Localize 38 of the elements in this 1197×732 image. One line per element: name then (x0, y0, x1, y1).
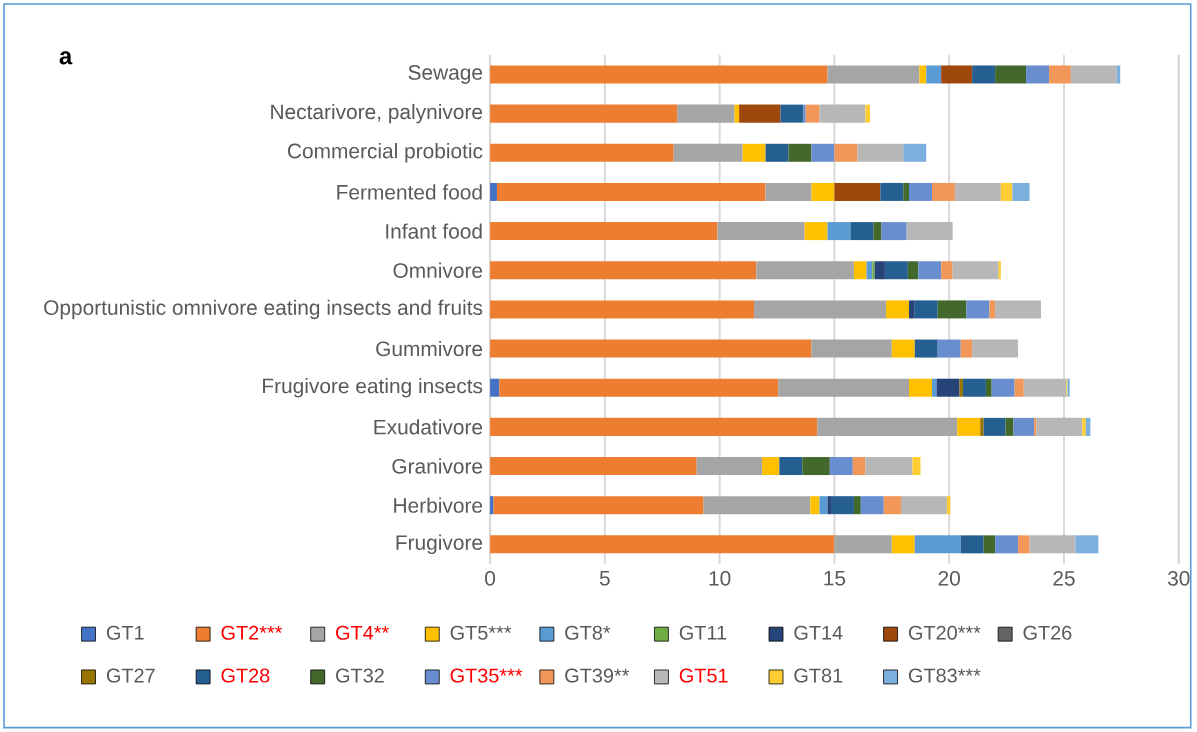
y-tick-label: Infant food (386, 223, 482, 239)
x-tick-label: 20 (938, 571, 960, 586)
y-tick-label: Granivore (392, 458, 483, 474)
y-tick-label: Opportunistic omnivore eating insects and fruits (44, 299, 483, 320)
x-tick-label: 25 (1053, 571, 1075, 586)
legend-label: GT1 (106, 625, 144, 640)
text: a (59, 51, 73, 65)
x-tick-label: 10 (709, 571, 731, 586)
x-tick-label: 0 (485, 571, 496, 586)
legend-label: GT39** (565, 668, 630, 683)
legend-label: GT81 (794, 668, 843, 683)
x-tick-label: 30 (1167, 571, 1190, 586)
legend-label: GT83*** (908, 668, 981, 683)
y-tick-label: Fermented food (337, 184, 482, 200)
legend-label: GT2*** (221, 625, 283, 640)
y-tick-label: Sewage (408, 65, 483, 85)
y-tick-label: Nectarivore, palynivore (271, 104, 483, 124)
x-tick-label: 5 (599, 571, 610, 586)
legend-label: GT4** (336, 625, 389, 640)
legend-label: GT5*** (450, 625, 512, 640)
legend-label: GT35*** (450, 668, 523, 683)
y-tick-label: Frugivore eating insects (263, 378, 483, 398)
legend-label: GT51 (679, 668, 728, 683)
legend-label: GT14 (794, 625, 843, 640)
y-tick-label: Frugivore (396, 534, 483, 555)
legend-label: GT32 (336, 668, 384, 683)
legend-label: GT11 (679, 625, 727, 640)
legend-label: GT27 (106, 668, 155, 683)
legend-label: GT8* (565, 625, 611, 640)
legend-label: GT20*** (908, 625, 981, 640)
y-tick-label: Gummivore (376, 341, 483, 357)
y-tick-label: Exudativore (374, 419, 483, 435)
y-tick-label: Commercial probiotic (287, 143, 483, 163)
x-tick-label: 15 (824, 571, 846, 586)
y-tick-label: Omnivore (393, 262, 483, 279)
legend-label: GT26 (1023, 625, 1072, 640)
legend-label: GT28 (221, 668, 270, 683)
y-tick-label: Herbivore (394, 497, 483, 514)
